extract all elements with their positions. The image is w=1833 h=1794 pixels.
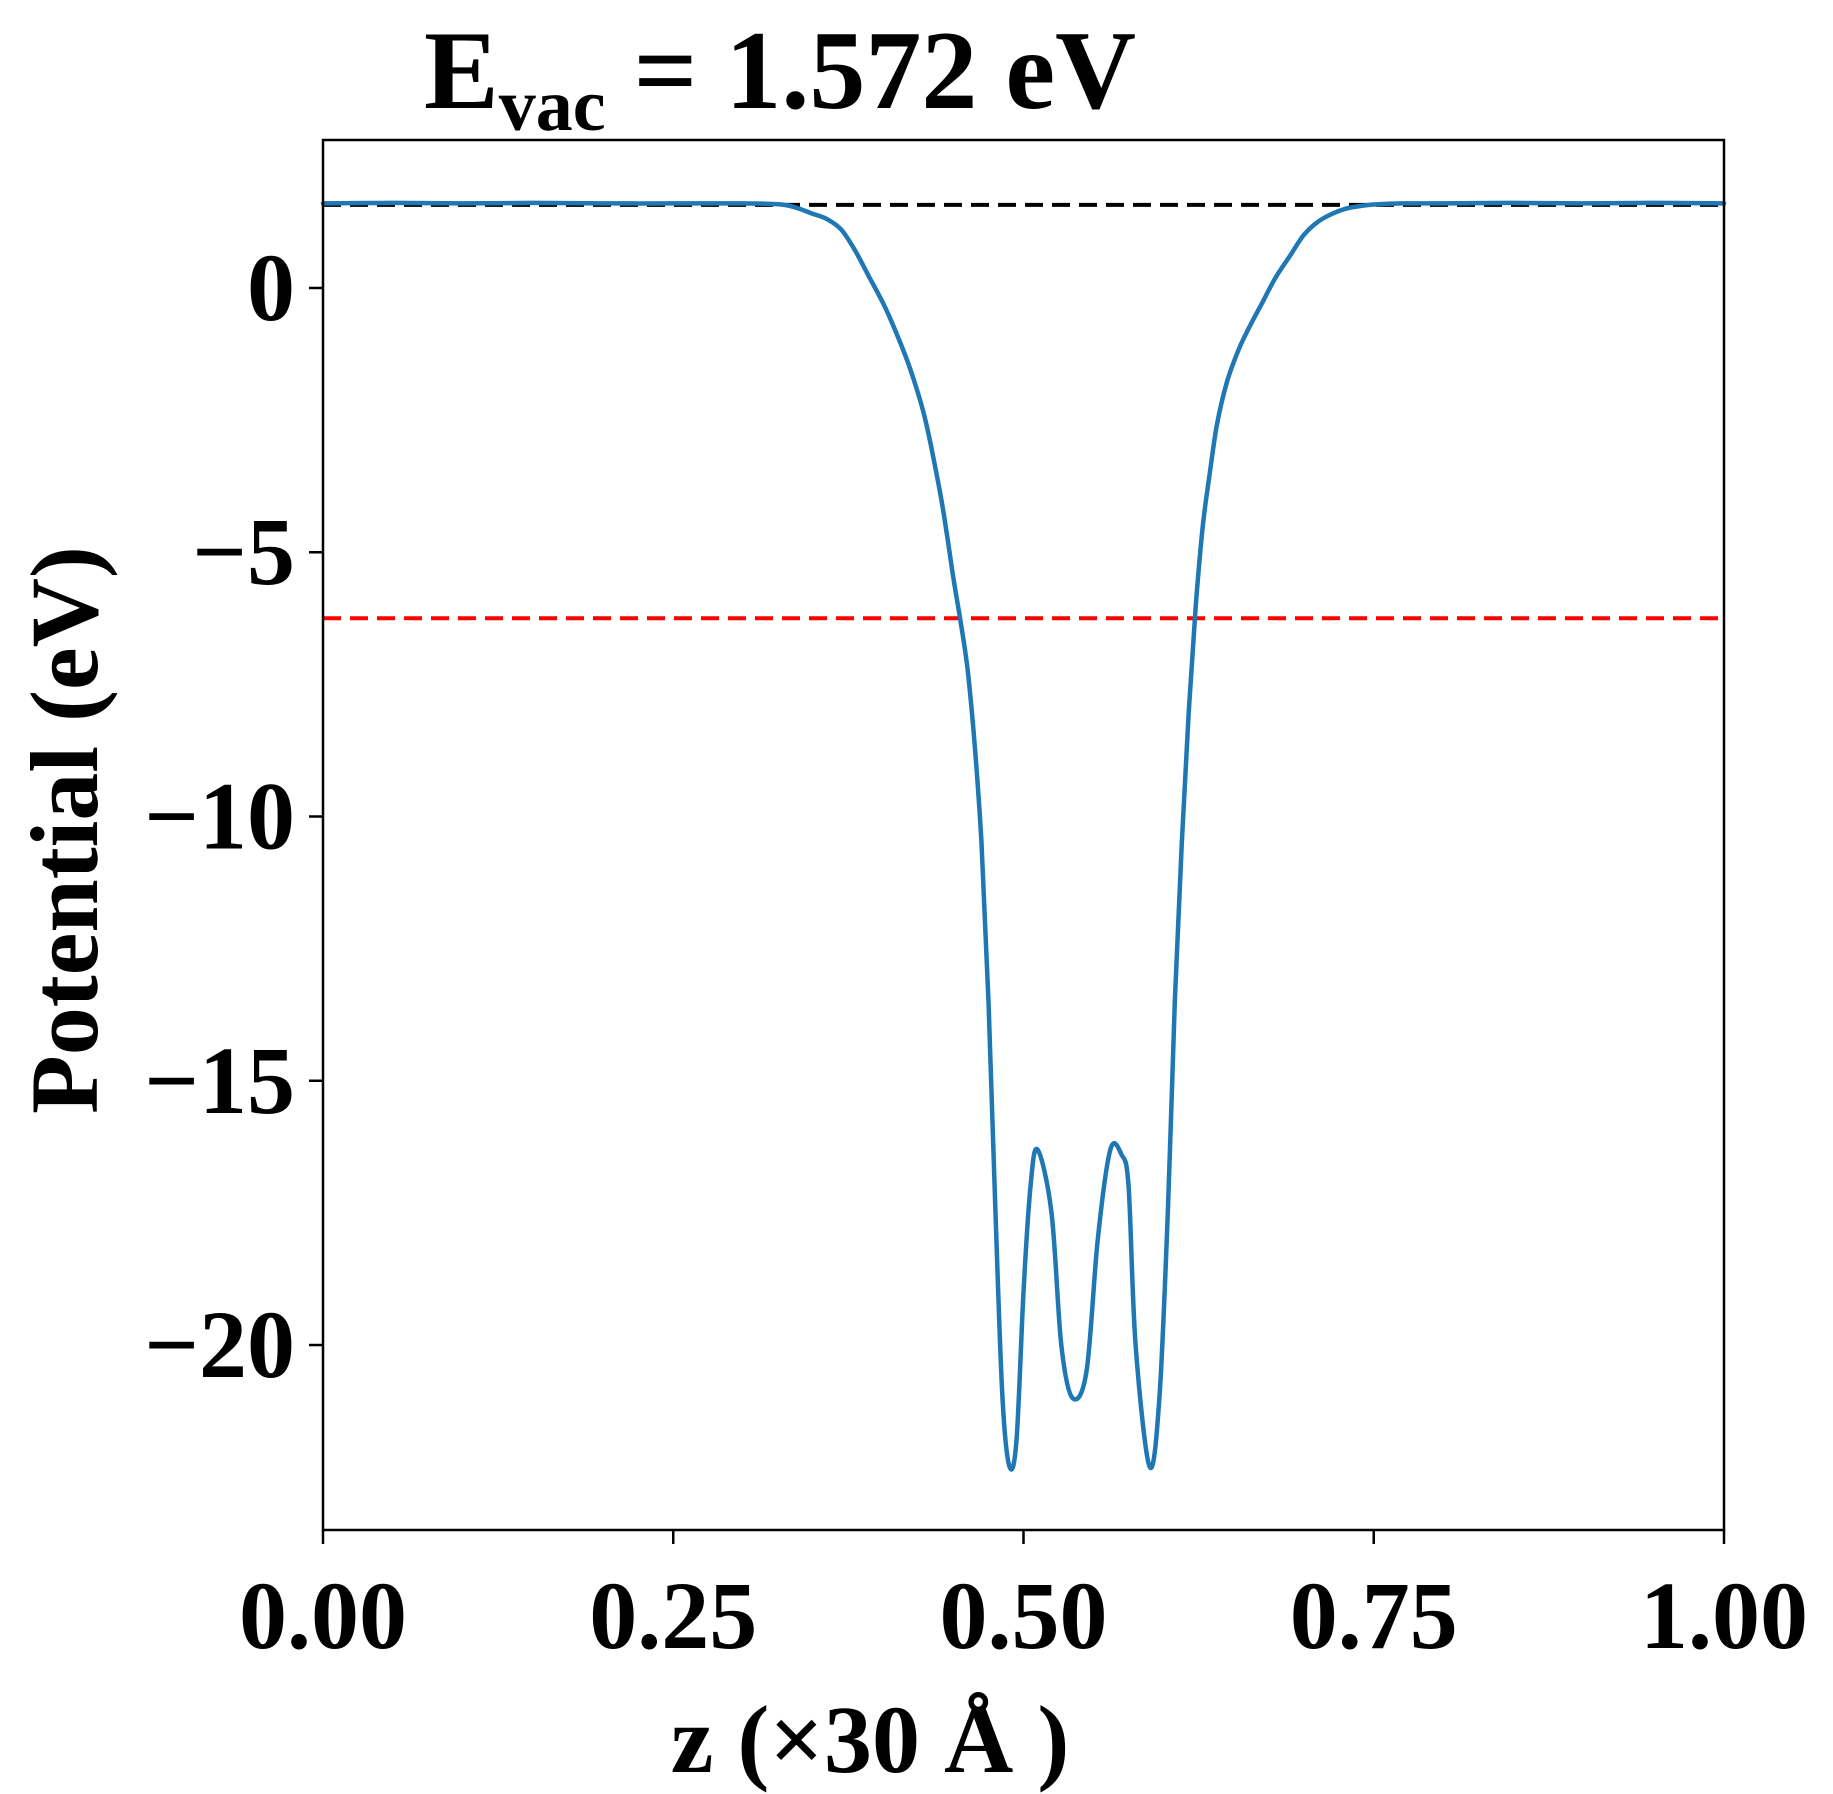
data-series <box>320 200 1727 1472</box>
x-tick-label: 1.00 <box>1640 1562 1808 1669</box>
title-subscript: vac <box>499 65 606 147</box>
y-axis-ticks: 0 −5 −10 −15 −20 <box>144 234 323 1398</box>
x-axis-label: z (×30 Å ) <box>671 1686 1070 1793</box>
reference-lines <box>323 202 1724 621</box>
title-main: E <box>424 9 499 133</box>
y-tick-label: −15 <box>144 1027 295 1134</box>
chart-title: Evac = 1.572 eV <box>424 9 1136 147</box>
x-tick-label: 0.25 <box>589 1562 757 1669</box>
x-tick-label: 0.00 <box>239 1562 407 1669</box>
y-tick-label: 0 <box>247 234 295 341</box>
y-axis-label: Potential (eV) <box>11 546 118 1114</box>
y-tick-label: −10 <box>144 763 295 870</box>
x-tick-label: 0.75 <box>1290 1562 1458 1669</box>
x-axis-ticks: 0.00 0.25 0.50 0.75 1.00 <box>239 1530 1808 1669</box>
y-tick-label: −5 <box>192 498 295 605</box>
title-rest: = 1.572 eV <box>606 9 1136 133</box>
x-tick-label: 0.50 <box>940 1562 1108 1669</box>
series-line-1 <box>320 200 1727 1472</box>
y-tick-label: −20 <box>144 1291 295 1398</box>
